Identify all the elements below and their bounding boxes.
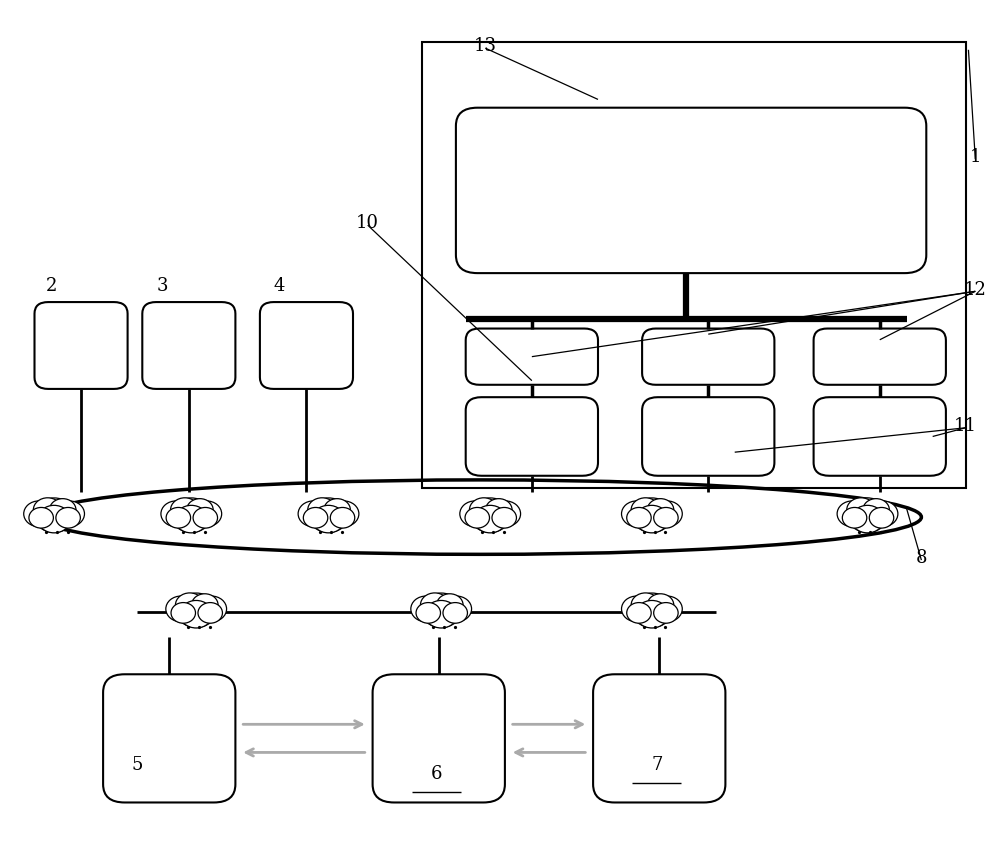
FancyBboxPatch shape: [466, 328, 598, 385]
Text: 8: 8: [916, 549, 927, 567]
Circle shape: [425, 600, 458, 628]
Circle shape: [470, 498, 511, 533]
Circle shape: [627, 603, 651, 623]
Circle shape: [647, 499, 674, 521]
Circle shape: [176, 593, 217, 627]
FancyBboxPatch shape: [260, 302, 353, 389]
Circle shape: [171, 603, 195, 623]
Circle shape: [56, 507, 80, 528]
Circle shape: [863, 499, 889, 521]
Circle shape: [469, 498, 498, 522]
Circle shape: [492, 507, 516, 528]
Text: 1: 1: [970, 149, 981, 166]
Circle shape: [837, 500, 868, 527]
Circle shape: [166, 596, 196, 622]
Circle shape: [851, 506, 884, 533]
Circle shape: [308, 498, 336, 522]
Circle shape: [420, 593, 449, 617]
Text: 7: 7: [651, 756, 662, 774]
Text: 6: 6: [431, 765, 442, 782]
Bar: [422, 41, 966, 488]
Circle shape: [54, 500, 84, 527]
Circle shape: [308, 498, 349, 533]
Text: 2: 2: [45, 277, 57, 295]
Text: 3: 3: [156, 277, 168, 295]
FancyBboxPatch shape: [814, 398, 946, 476]
Circle shape: [312, 506, 345, 533]
FancyBboxPatch shape: [456, 108, 926, 273]
Circle shape: [842, 507, 867, 528]
Circle shape: [192, 594, 218, 616]
Circle shape: [647, 594, 674, 616]
Circle shape: [175, 593, 204, 617]
Circle shape: [490, 500, 521, 527]
Circle shape: [49, 499, 76, 521]
Text: 13: 13: [474, 36, 497, 55]
Circle shape: [631, 593, 660, 617]
Circle shape: [654, 603, 678, 623]
Circle shape: [191, 500, 222, 527]
FancyBboxPatch shape: [593, 674, 725, 803]
Circle shape: [474, 506, 507, 533]
Circle shape: [632, 593, 672, 627]
Circle shape: [175, 506, 208, 533]
Circle shape: [34, 498, 74, 533]
Circle shape: [38, 506, 70, 533]
Circle shape: [198, 603, 222, 623]
Circle shape: [298, 500, 329, 527]
Circle shape: [486, 499, 512, 521]
Circle shape: [171, 498, 212, 533]
Circle shape: [421, 593, 462, 627]
Circle shape: [196, 596, 227, 622]
Circle shape: [441, 596, 472, 622]
Circle shape: [632, 498, 672, 533]
Circle shape: [636, 600, 668, 628]
Circle shape: [33, 498, 62, 522]
Circle shape: [627, 507, 651, 528]
Text: 4: 4: [274, 277, 285, 295]
FancyBboxPatch shape: [103, 674, 235, 803]
FancyBboxPatch shape: [466, 398, 598, 476]
Circle shape: [867, 500, 898, 527]
Circle shape: [324, 499, 350, 521]
Circle shape: [654, 507, 678, 528]
Text: 10: 10: [356, 214, 379, 232]
Circle shape: [869, 507, 894, 528]
Circle shape: [180, 600, 213, 628]
Circle shape: [437, 594, 463, 616]
Circle shape: [847, 498, 875, 522]
FancyBboxPatch shape: [34, 302, 128, 389]
Text: 5: 5: [132, 756, 143, 774]
Circle shape: [193, 507, 218, 528]
Circle shape: [631, 498, 660, 522]
Circle shape: [29, 507, 53, 528]
Circle shape: [161, 500, 191, 527]
Circle shape: [416, 603, 440, 623]
Circle shape: [465, 507, 489, 528]
Circle shape: [187, 499, 213, 521]
FancyBboxPatch shape: [642, 328, 774, 385]
FancyBboxPatch shape: [373, 674, 505, 803]
Circle shape: [460, 500, 490, 527]
Circle shape: [24, 500, 54, 527]
Circle shape: [171, 498, 199, 522]
Circle shape: [636, 506, 668, 533]
Circle shape: [443, 603, 467, 623]
Text: 11: 11: [954, 417, 977, 436]
Circle shape: [652, 500, 682, 527]
Circle shape: [622, 596, 652, 622]
FancyBboxPatch shape: [814, 328, 946, 385]
Circle shape: [847, 498, 888, 533]
Circle shape: [411, 596, 441, 622]
Text: 12: 12: [964, 281, 987, 299]
Circle shape: [330, 507, 355, 528]
FancyBboxPatch shape: [142, 302, 235, 389]
Circle shape: [166, 507, 191, 528]
Circle shape: [652, 596, 682, 622]
Circle shape: [328, 500, 359, 527]
Circle shape: [622, 500, 652, 527]
FancyBboxPatch shape: [642, 398, 774, 476]
Circle shape: [303, 507, 328, 528]
